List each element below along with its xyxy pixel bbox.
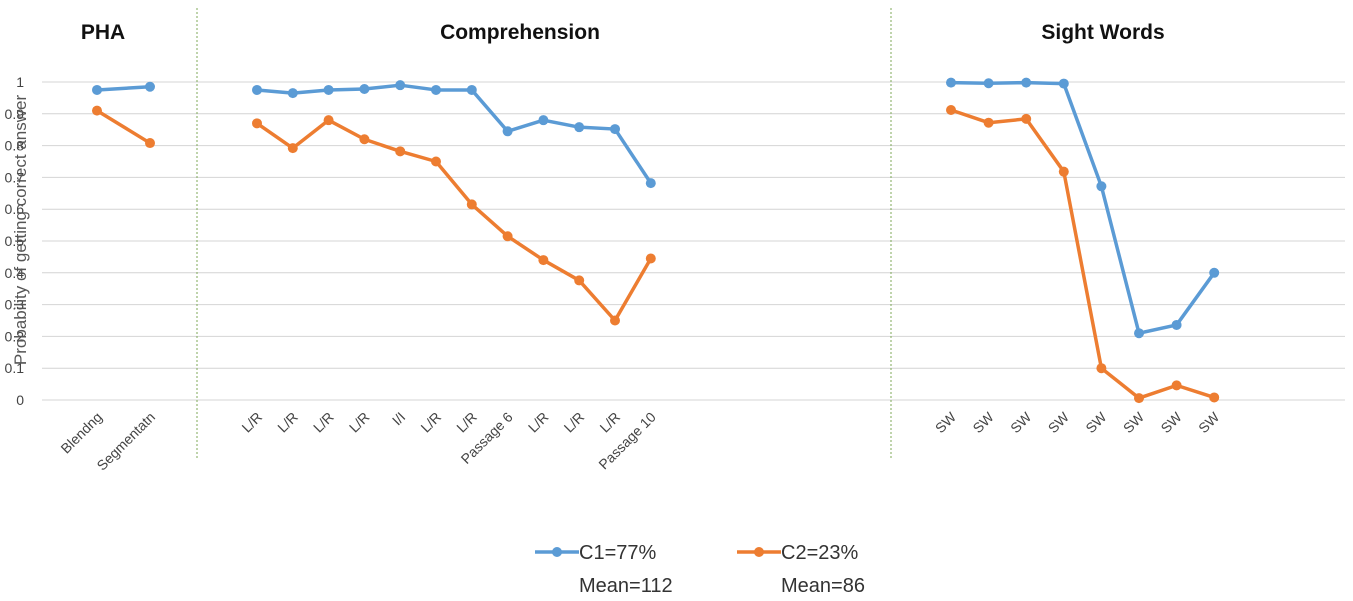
legend-swatch-marker xyxy=(552,547,562,557)
data-point xyxy=(1058,166,1069,177)
data-point xyxy=(431,156,441,167)
x-tick-label: L/R xyxy=(525,409,552,436)
legend-series-name: C1=77% xyxy=(579,542,656,564)
x-tick-label: L/R xyxy=(596,409,623,436)
data-point xyxy=(466,199,477,210)
legend-series-mean: Mean=86 xyxy=(781,575,865,597)
data-point xyxy=(252,118,262,129)
x-tick-label: SW xyxy=(1157,408,1185,436)
x-tick-label: SW xyxy=(1120,408,1148,436)
section-title: Comprehension xyxy=(440,21,600,44)
data-point xyxy=(323,115,334,126)
data-point xyxy=(395,146,406,157)
x-tick-label: L/R xyxy=(274,409,301,436)
data-point xyxy=(946,77,956,88)
section-dividers xyxy=(196,8,892,460)
legend-series-mean: Mean=112 xyxy=(579,575,673,597)
data-point xyxy=(1171,380,1182,391)
x-tick-label: L/R xyxy=(238,409,265,436)
data-point xyxy=(287,88,298,99)
y-tick-label: 0.2 xyxy=(5,328,25,344)
data-point xyxy=(287,143,298,154)
y-tick-label: 0.5 xyxy=(5,233,25,249)
x-tick-label: L/R xyxy=(417,409,444,436)
y-tick-label: 0 xyxy=(16,392,24,408)
x-tick-label: Blendng xyxy=(57,409,105,457)
data-point xyxy=(1096,363,1107,374)
data-point xyxy=(1134,393,1144,404)
x-tick-label: SW xyxy=(1007,408,1035,436)
gridlines xyxy=(42,81,1345,401)
data-point xyxy=(92,105,102,116)
y-axis-ticks: 0 0.1 0.2 0.3 0.4 0.5 0.6 0.7 0.8 0.9 1 xyxy=(5,74,25,408)
x-tick-label: I/I xyxy=(389,409,409,429)
data-point xyxy=(538,115,549,126)
series-line xyxy=(95,108,152,145)
x-tick-label: SW xyxy=(1195,408,1223,436)
data-point xyxy=(1209,392,1220,403)
legend-swatch-marker xyxy=(754,547,764,557)
data-point xyxy=(252,84,262,95)
data-point xyxy=(538,255,549,266)
data-point xyxy=(983,78,994,89)
data-point xyxy=(431,84,441,95)
x-tick-label: L/R xyxy=(310,409,337,436)
data-point xyxy=(610,315,620,326)
series-line xyxy=(255,118,653,323)
series-line xyxy=(949,108,1216,400)
legend-series-name: C2=23% xyxy=(781,542,858,564)
data-point xyxy=(359,83,370,94)
section-title: Sight Words xyxy=(1041,21,1164,44)
y-tick-label: 0.3 xyxy=(5,297,25,313)
y-tick-label: 0.9 xyxy=(5,106,25,122)
data-point xyxy=(645,178,656,189)
y-tick-label: 1 xyxy=(16,74,24,90)
x-tick-label: L/R xyxy=(346,409,373,436)
y-tick-label: 0.7 xyxy=(5,169,25,185)
data-point xyxy=(946,104,956,115)
data-point xyxy=(395,80,406,91)
section-titles: PHA Comprehension Sight Words xyxy=(81,21,1165,44)
x-tick-label: SW xyxy=(969,408,997,436)
series-line xyxy=(255,83,653,185)
data-point xyxy=(1134,328,1144,339)
data-point xyxy=(1058,78,1069,89)
data-point xyxy=(983,117,994,128)
data-point xyxy=(574,275,585,286)
data-point xyxy=(359,134,370,145)
y-tick-label: 0.1 xyxy=(5,360,25,376)
data-point xyxy=(645,253,656,264)
data-point xyxy=(145,138,155,149)
data-point xyxy=(1171,319,1182,330)
y-tick-label: 0.8 xyxy=(5,138,25,154)
data-point xyxy=(466,84,477,95)
x-tick-label: L/R xyxy=(561,409,588,436)
legend: C1=77% Mean=112 C2=23% Mean=86 xyxy=(535,542,865,597)
data-point xyxy=(145,81,155,92)
x-tick-label: SW xyxy=(1082,408,1110,436)
series-lines xyxy=(92,77,1220,404)
data-point xyxy=(323,84,334,95)
data-point xyxy=(502,231,513,242)
data-point xyxy=(92,84,102,95)
x-tick-label: SW xyxy=(932,408,960,436)
series-line xyxy=(949,80,1216,335)
data-point xyxy=(1209,267,1220,278)
data-point xyxy=(1096,181,1107,192)
section-title: PHA xyxy=(81,21,125,44)
data-point xyxy=(1021,77,1032,88)
y-tick-label: 0.6 xyxy=(5,201,25,217)
data-point xyxy=(574,122,585,133)
data-point xyxy=(610,124,620,135)
series-line xyxy=(95,85,152,92)
data-point xyxy=(502,126,513,137)
x-tick-label: L/R xyxy=(453,409,480,436)
y-tick-label: 0.4 xyxy=(5,265,25,281)
y-axis-label: Probability of getting correct answer xyxy=(11,95,30,366)
data-point xyxy=(1021,113,1032,124)
x-tick-label: SW xyxy=(1045,408,1073,436)
